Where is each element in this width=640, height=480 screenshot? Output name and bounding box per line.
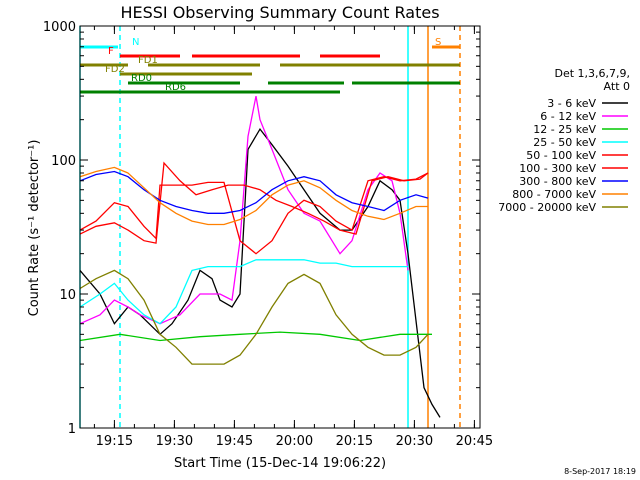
- legend-attenuator: Att 0: [604, 80, 630, 93]
- legend-label-8: 7000 - 20000 keV: [498, 201, 596, 214]
- y-tick-label-3: 1000: [43, 20, 76, 35]
- y-tick-label-0: 1: [68, 422, 76, 437]
- flag-label-rd6: RD6: [165, 82, 186, 93]
- legend-label-7: 800 - 7000 keV: [512, 188, 596, 201]
- legend-label-5: 100 - 300 keV: [519, 162, 596, 175]
- legend-label-6: 300 - 800 keV: [519, 175, 596, 188]
- x-tick-label-6: 20:45: [456, 434, 493, 449]
- series-line-8: [79, 269, 429, 365]
- legend-label-0: 3 - 6 keV: [547, 97, 596, 110]
- series-line-4: [79, 172, 429, 255]
- legend-label-3: 25 - 50 keV: [533, 136, 596, 149]
- legend-header: Det 1,3,6,7,9, Att 0: [554, 67, 630, 93]
- x-axis-label: Start Time (15-Dec-14 19:06:22): [174, 456, 386, 471]
- series-line-3: [79, 259, 408, 325]
- y-tick-label-1: 10: [59, 288, 76, 303]
- flag-label-fd1: FD1: [138, 55, 158, 66]
- x-tick-label-3: 20:00: [276, 434, 313, 449]
- legend-label-2: 12 - 25 keV: [533, 123, 596, 136]
- plot-area: N S F FD1 FD2 RD0 RD6 1 10 100 1000 19:15 19:30 19:45…: [43, 20, 493, 449]
- legend-detectors: Det 1,3,6,7,9,: [554, 67, 630, 80]
- x-tick-label-2: 19:45: [216, 434, 253, 449]
- plot-frame: [79, 25, 481, 429]
- flag-label-f: F: [108, 46, 114, 57]
- x-tick-label-1: 19:30: [156, 434, 193, 449]
- series-line-5: [79, 161, 429, 244]
- series-line-1: [79, 95, 409, 325]
- legend-label-1: 6 - 12 keV: [540, 110, 596, 123]
- y-tick-label-2: 100: [51, 154, 76, 169]
- x-tick-label-5: 20:30: [396, 434, 433, 449]
- flag-label-n: N: [132, 37, 139, 48]
- x-tick-label-0: 19:15: [96, 434, 133, 449]
- series-line-7: [79, 166, 428, 226]
- flag-label-s: S: [435, 37, 441, 48]
- chart-title: HESSI Observing Summary Count Rates: [120, 3, 439, 22]
- series-line-2: [79, 331, 432, 342]
- flag-label-fd2: FD2: [105, 64, 125, 75]
- x-tick-label-4: 20:15: [336, 434, 373, 449]
- series-line-6: [79, 170, 429, 214]
- legend-label-4: 50 - 100 keV: [526, 149, 596, 162]
- y-axis-label: Count Rate (s⁻¹ detector⁻¹): [27, 140, 42, 317]
- flag-label-rd0: RD0: [131, 73, 152, 84]
- date-stamp: 8-Sep-2017 18:19: [564, 467, 636, 476]
